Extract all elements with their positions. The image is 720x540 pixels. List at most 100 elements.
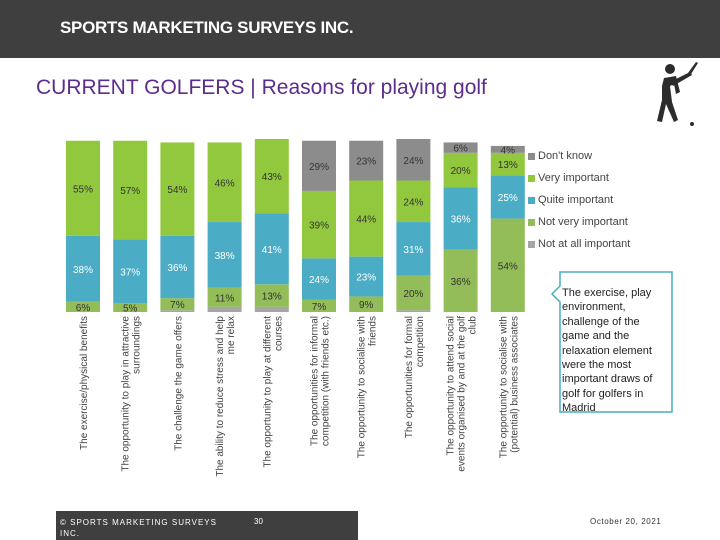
data-label: 23%	[356, 273, 376, 284]
legend-label: Don't know	[538, 150, 593, 162]
data-label: 13%	[262, 292, 282, 303]
legend-label: Quite important	[538, 194, 614, 206]
data-label: 55%	[73, 184, 93, 195]
legend-label: Not very important	[538, 216, 628, 228]
footer-bar: © SPORTS MARKETING SURVEYS INC. 30	[56, 511, 358, 540]
category-label-line: The challenge the game offers	[173, 316, 184, 451]
data-label: 44%	[356, 215, 376, 226]
callout-text: The exercise, play environment, challeng…	[562, 287, 653, 415]
data-label: 4%	[501, 145, 516, 156]
bar-segment	[490, 218, 525, 312]
category-label: The opportunities for formal competition	[404, 316, 426, 438]
category-label-line: The opportunity to play at different	[262, 316, 273, 468]
bar-segment	[254, 284, 289, 307]
callout-box	[550, 271, 673, 413]
data-label: 13%	[498, 160, 518, 171]
category-label-line: The opportunity to play in attractive	[121, 316, 132, 472]
category-label-line: The opportunity to socialise with	[357, 316, 368, 458]
bar-segment	[302, 299, 336, 312]
bar-segment	[443, 152, 478, 188]
copyright-notice: © SPORTS MARKETING SURVEYS INC.	[60, 518, 217, 538]
category-label-line: The exercise/physical benefits	[79, 316, 90, 450]
bar-segment	[443, 249, 478, 312]
category-label-line: competition	[415, 316, 426, 367]
bar-segment	[349, 140, 384, 181]
category-label: The opportunity to socialise with friends	[357, 316, 379, 458]
category-label: The challenge the game offers	[173, 316, 184, 451]
category-label: The opportunity to attend social events o…	[446, 316, 479, 472]
legend-swatch	[528, 197, 535, 204]
category-label-line: friends	[368, 316, 379, 346]
data-label: 24%	[403, 156, 423, 167]
data-label: 24%	[309, 275, 329, 286]
data-label: 29%	[309, 162, 329, 173]
bar-segment	[113, 303, 148, 312]
bar-segment	[207, 142, 242, 223]
bar-segment	[66, 235, 100, 302]
category-label-line: The opportunities for informal	[310, 316, 321, 446]
data-label: 46%	[215, 178, 235, 189]
golfer-icon	[657, 62, 698, 126]
legend-swatch	[528, 219, 535, 226]
data-label: 23%	[356, 157, 376, 168]
data-label: 5%	[123, 304, 138, 315]
category-label: The opportunity to play at different cour…	[262, 316, 284, 468]
legend-label: Not at all important	[538, 238, 631, 250]
data-label: 54%	[498, 261, 518, 272]
bar-segment	[349, 296, 384, 312]
bar-segment	[66, 301, 100, 312]
data-label: 38%	[73, 265, 93, 276]
bar-segment	[207, 222, 242, 288]
bar-segment	[490, 175, 525, 219]
data-label: 39%	[309, 221, 329, 232]
category-label-line: surroundings	[132, 316, 143, 374]
bar-segment	[302, 258, 336, 300]
data-label: 6%	[453, 144, 468, 155]
bar-segment	[349, 180, 384, 257]
legend-swatch	[528, 175, 535, 182]
bar-segment	[66, 140, 100, 236]
bar-segment	[207, 287, 242, 307]
bar-segment	[160, 298, 195, 311]
bar-segment	[160, 310, 195, 312]
data-label: 54%	[167, 185, 187, 196]
legend-label: Very important	[538, 172, 609, 184]
data-label: 7%	[170, 300, 185, 311]
category-label-line: (potential) business associates	[509, 316, 520, 453]
data-label: 20%	[403, 289, 423, 300]
bar-segment	[160, 235, 195, 299]
category-label: The opportunities for informal competitio…	[310, 316, 332, 446]
bar-segment	[396, 275, 431, 311]
bar-segment	[349, 256, 384, 297]
bar-segment	[302, 140, 336, 191]
page-title: CURRENT GOLFERS | Reasons for playing go…	[36, 76, 487, 99]
category-label: The ability to reduce stress and help me …	[215, 316, 237, 477]
category-label-line: courses	[273, 316, 284, 351]
data-label: 38%	[215, 251, 235, 262]
bar-segment	[113, 239, 148, 304]
bar-segment	[254, 213, 289, 285]
brand-logo-text: SPORTS MARKETING SURVEYS INC.	[60, 18, 354, 37]
data-label: 36%	[451, 215, 471, 226]
bar-segment	[396, 222, 431, 276]
data-label: 43%	[262, 172, 282, 183]
data-label: 7%	[312, 302, 327, 313]
bar-segment	[443, 142, 478, 153]
bar-segment	[396, 139, 431, 181]
category-label-line: The ability to reduce stress and help	[215, 316, 226, 477]
category-label-line: The opportunity to attend social	[446, 316, 457, 456]
legend-swatch	[528, 153, 535, 160]
bar-segment	[490, 145, 525, 153]
bar-segment	[443, 187, 478, 250]
data-label: 31%	[403, 245, 423, 256]
bar-segment	[396, 180, 431, 223]
category-label-line: club	[468, 316, 479, 335]
data-label: 25%	[498, 193, 518, 204]
legend-swatch	[528, 241, 535, 248]
data-label: 9%	[359, 300, 374, 311]
category-label: The exercise/physical benefits	[79, 316, 90, 450]
bar-segment	[490, 152, 525, 176]
data-label: 11%	[215, 293, 234, 304]
bar-segment	[207, 306, 242, 312]
